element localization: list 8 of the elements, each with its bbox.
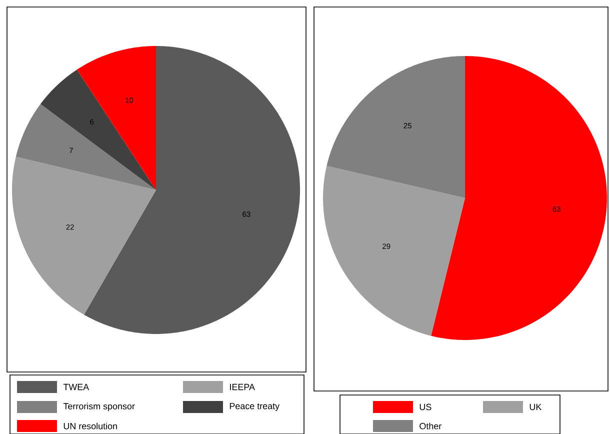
legend-label: Other	[420, 422, 442, 430]
legend-label: UN resolution	[64, 422, 117, 430]
legend-label: UK	[530, 404, 542, 410]
legend-label: Terrorism sponsor	[63, 402, 135, 412]
legend-label: TWEA	[63, 384, 90, 390]
legend-label: IEEPA	[230, 384, 255, 390]
legend-label: Peace treaty	[230, 402, 280, 411]
legend-label: US	[420, 404, 432, 410]
